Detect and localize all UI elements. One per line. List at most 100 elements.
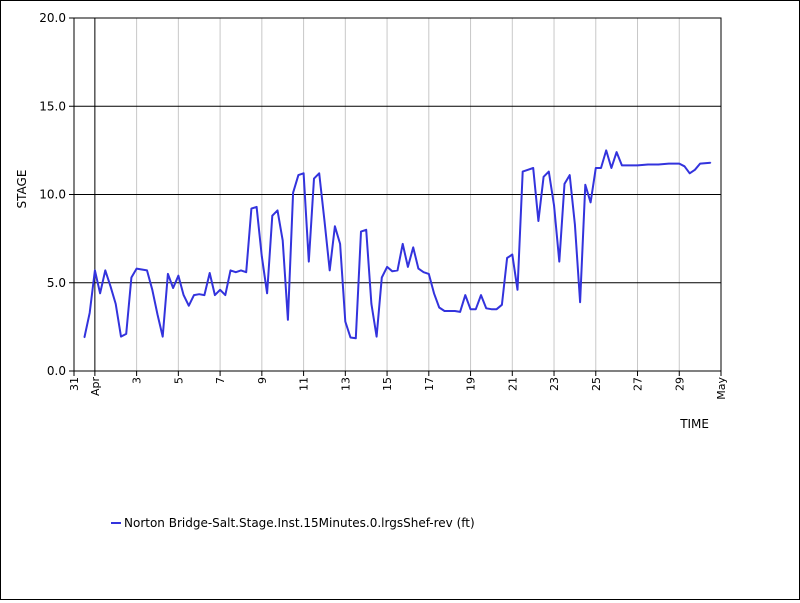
- data-point: [245, 271, 247, 273]
- x-tick-label: 11: [298, 377, 311, 391]
- data-point: [261, 255, 263, 257]
- data-point: [303, 172, 305, 174]
- x-tick-label: 27: [632, 377, 645, 391]
- data-point: [438, 306, 440, 309]
- series-layer: [83, 149, 712, 340]
- data-point: [428, 273, 430, 275]
- data-point: [360, 231, 362, 233]
- data-point: [386, 266, 388, 268]
- x-tick-label: 7: [214, 377, 227, 384]
- data-point: [511, 253, 513, 256]
- data-point: [250, 208, 252, 210]
- data-point: [647, 163, 649, 166]
- data-point: [219, 289, 221, 291]
- data-point: [109, 285, 112, 287]
- data-point: [136, 268, 138, 270]
- x-tick-label: 31: [68, 377, 81, 391]
- data-point: [224, 294, 226, 296]
- data-point: [610, 167, 613, 169]
- data-point: [183, 294, 185, 296]
- x-tick-label: Apr: [89, 377, 102, 397]
- data-point: [381, 276, 383, 279]
- data-point: [214, 294, 216, 296]
- data-point: [376, 336, 378, 338]
- y-tick-label: 10.0: [39, 188, 66, 202]
- data-point: [689, 172, 691, 174]
- data-point: [668, 163, 670, 165]
- x-tick-label: 13: [339, 377, 352, 391]
- data-point: [485, 307, 487, 309]
- data-point: [464, 294, 466, 296]
- data-point: [543, 176, 545, 178]
- data-point: [600, 167, 602, 169]
- data-point: [694, 169, 696, 171]
- data-point: [365, 229, 367, 231]
- x-tick-label: 29: [673, 377, 686, 391]
- data-point: [292, 192, 294, 194]
- y-tick-label: 15.0: [39, 99, 66, 113]
- x-tick-label: 5: [172, 377, 185, 384]
- data-point: [584, 184, 586, 186]
- data-point: [287, 319, 289, 321]
- data-point: [699, 163, 701, 165]
- data-point: [496, 308, 498, 310]
- x-axis-label: TIME: [679, 417, 709, 431]
- horizontal-gridlines: [74, 105, 721, 284]
- data-point: [203, 294, 205, 296]
- legend-label: Norton Bridge-Salt.Stage.Inst.15Minutes.…: [124, 516, 475, 530]
- data-point: [266, 292, 268, 294]
- data-point: [344, 321, 346, 323]
- legend-swatch: [111, 522, 121, 524]
- data-point: [501, 304, 503, 306]
- data-point: [323, 220, 326, 222]
- data-point: [177, 275, 179, 277]
- data-point: [579, 301, 581, 303]
- data-point: [506, 257, 508, 259]
- x-tick-label: 23: [548, 377, 561, 391]
- data-point: [396, 269, 399, 271]
- y-tick-label: 20.0: [39, 11, 66, 25]
- x-tick-label: 21: [506, 377, 519, 391]
- data-point: [94, 269, 96, 271]
- data-point: [537, 220, 540, 222]
- data-point: [370, 303, 372, 305]
- data-point: [256, 206, 258, 208]
- data-point: [553, 204, 555, 206]
- data-point: [683, 165, 686, 167]
- data-point: [595, 167, 597, 169]
- data-point: [104, 269, 106, 271]
- data-point: [417, 268, 419, 270]
- data-point: [459, 311, 461, 313]
- data-point: [527, 169, 529, 171]
- data-point: [125, 333, 127, 335]
- legend: Norton Bridge-Salt.Stage.Inst.15Minutes.…: [111, 515, 475, 531]
- data-point: [120, 336, 122, 338]
- data-point: [616, 151, 618, 153]
- data-point: [151, 289, 153, 291]
- y-tick-label: 0.0: [47, 364, 66, 378]
- y-axis-label: STAGE: [15, 170, 29, 209]
- data-point: [235, 271, 237, 273]
- data-point: [710, 162, 712, 164]
- data-point: [548, 171, 550, 173]
- data-point: [115, 303, 117, 305]
- data-point: [621, 164, 623, 166]
- data-point: [349, 336, 352, 339]
- data-point: [516, 289, 519, 291]
- data-point: [141, 268, 143, 271]
- data-point: [162, 336, 164, 338]
- x-tick-label: 25: [590, 377, 603, 391]
- data-point: [412, 246, 414, 248]
- data-point: [402, 243, 404, 245]
- data-point: [229, 269, 232, 271]
- data-point: [130, 276, 132, 279]
- data-point: [423, 271, 425, 273]
- x-tick-label: 19: [465, 377, 478, 391]
- data-point: [407, 266, 409, 268]
- data-point: [193, 294, 195, 296]
- data-point: [574, 223, 576, 226]
- data-point: [209, 272, 211, 274]
- data-point: [391, 270, 393, 272]
